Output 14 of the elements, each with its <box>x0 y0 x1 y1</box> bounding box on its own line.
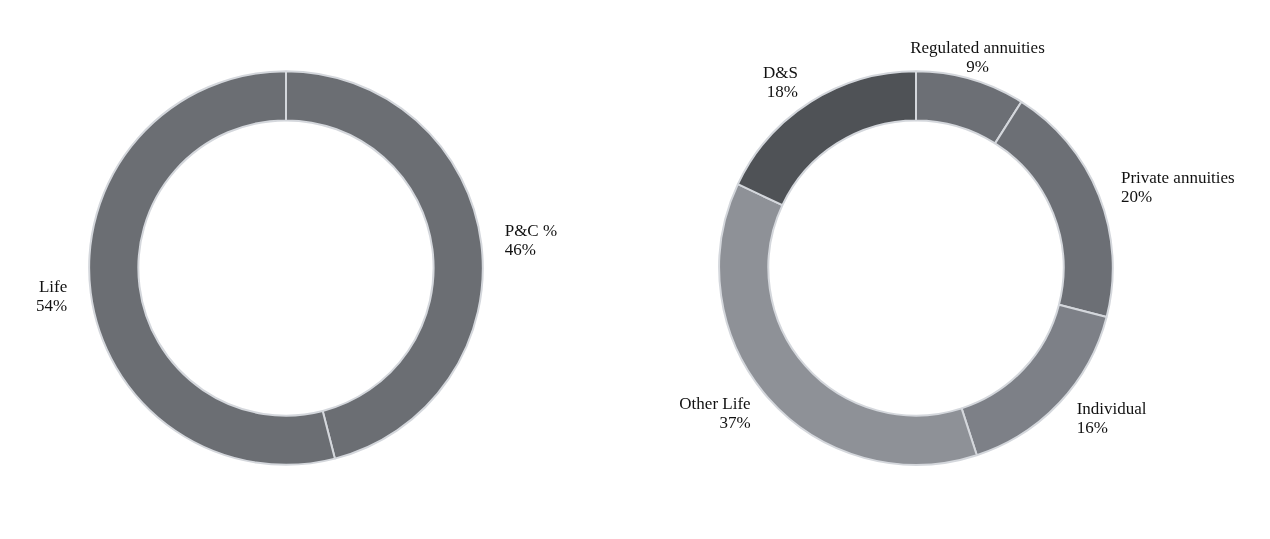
data-label: 18% <box>766 82 798 102</box>
data-label: 9% <box>966 56 989 76</box>
slice-label: Other Life <box>679 394 751 414</box>
slice-label: Individual <box>1076 399 1147 419</box>
slice-label: D&S <box>762 63 798 83</box>
slice-label: P&C % <box>504 221 558 241</box>
data-label: 37% <box>719 413 751 433</box>
data-label: 46% <box>504 240 536 260</box>
slice-label: Regulated annuities <box>910 37 1045 57</box>
data-label: 54% <box>36 295 68 315</box>
slice-label: Private annuities <box>1120 168 1235 188</box>
slice-label: Life <box>38 276 68 296</box>
data-label: 16% <box>1076 418 1108 438</box>
data-label: 20% <box>1120 187 1153 207</box>
